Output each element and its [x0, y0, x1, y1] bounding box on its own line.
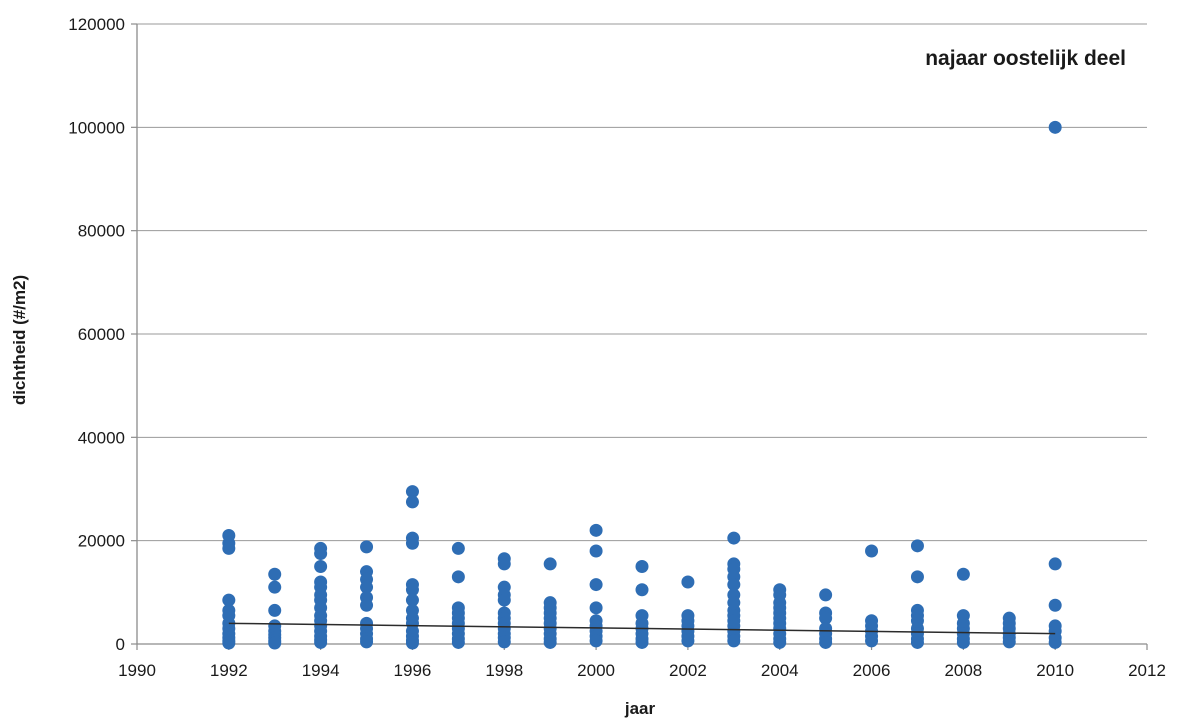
x-tick-label: 2010 [1036, 661, 1074, 680]
data-point [268, 636, 282, 650]
x-axis-label: jaar [624, 699, 656, 718]
data-point [910, 570, 924, 584]
data-point [819, 635, 833, 649]
data-point [865, 634, 879, 648]
data-point [635, 635, 649, 649]
x-tick-label: 2004 [761, 661, 799, 680]
data-point [773, 635, 787, 649]
data-point [1048, 598, 1062, 612]
data-point [497, 557, 511, 571]
x-tick-label: 2006 [853, 661, 891, 680]
y-tick-label: 0 [116, 635, 125, 654]
data-point [589, 523, 603, 537]
data-point [589, 634, 603, 648]
data-point [635, 583, 649, 597]
y-tick-label: 20000 [78, 532, 125, 551]
data-point [819, 588, 833, 602]
y-tick-label: 80000 [78, 222, 125, 241]
data-point [681, 575, 695, 589]
data-point [1048, 635, 1062, 649]
x-tick-labels: 1990 1992 1994 1996 1998 2000 2002 2004 2006 2008… [118, 644, 1166, 680]
data-point [405, 495, 419, 509]
data-point [910, 539, 924, 553]
data-point [360, 580, 374, 594]
data-point [681, 634, 695, 648]
data-point [314, 635, 328, 649]
data-point [451, 635, 465, 649]
data-point [451, 570, 465, 584]
data-point [405, 485, 419, 499]
data-point [589, 578, 603, 592]
x-tick-label: 2002 [669, 661, 707, 680]
data-point [405, 636, 419, 650]
trendline [228, 622, 1056, 635]
x-tick-label: 1990 [118, 661, 156, 680]
data-point [405, 583, 419, 597]
data-point [727, 634, 741, 648]
data-point [268, 580, 282, 594]
data-point [268, 567, 282, 581]
data-point [910, 635, 924, 649]
data-point [497, 635, 511, 649]
data-point [405, 593, 419, 607]
data-point [589, 601, 603, 615]
data-point [451, 541, 465, 555]
x-tick-label: 1992 [210, 661, 248, 680]
data-point [865, 544, 879, 558]
y-tick-labels: 0 20000 40000 60000 80000 100000 120000 [68, 15, 137, 654]
data-point [543, 557, 557, 571]
x-tick-label: 2008 [944, 661, 982, 680]
chart-title: najaar oostelijk deel [925, 47, 1126, 70]
y-tick-label: 40000 [78, 428, 125, 447]
data-point [360, 598, 374, 612]
data-point [268, 603, 282, 617]
data-point [1048, 120, 1062, 134]
data-point [222, 593, 236, 607]
data-point [360, 540, 374, 554]
x-tick-label: 1994 [302, 661, 340, 680]
data-point [1002, 635, 1016, 649]
data-point [956, 567, 970, 581]
data-point [819, 611, 833, 625]
data-point [1048, 557, 1062, 571]
y-tick-label: 60000 [78, 325, 125, 344]
data-point [405, 536, 419, 550]
y-tick-label: 100000 [68, 118, 125, 137]
data-point [635, 560, 649, 573]
data-point [543, 635, 557, 649]
x-tick-label: 1998 [485, 661, 523, 680]
y-axis-label: dichtheid (#/m2) [10, 275, 29, 405]
data-point [222, 541, 236, 555]
data-point [497, 593, 511, 607]
data-point [956, 635, 970, 649]
data-point [727, 578, 741, 592]
data-point [222, 636, 236, 650]
x-tick-label: 2000 [577, 661, 615, 680]
gridlines [137, 23, 1147, 542]
y-tick-label: 120000 [68, 15, 125, 34]
data-point [314, 560, 328, 573]
data-point [727, 531, 741, 545]
data-point [314, 547, 328, 561]
data-point [589, 544, 603, 558]
x-tick-label: 1996 [394, 661, 432, 680]
x-tick-label: 2012 [1128, 661, 1166, 680]
data-point [360, 635, 374, 649]
data-points [222, 120, 1062, 650]
